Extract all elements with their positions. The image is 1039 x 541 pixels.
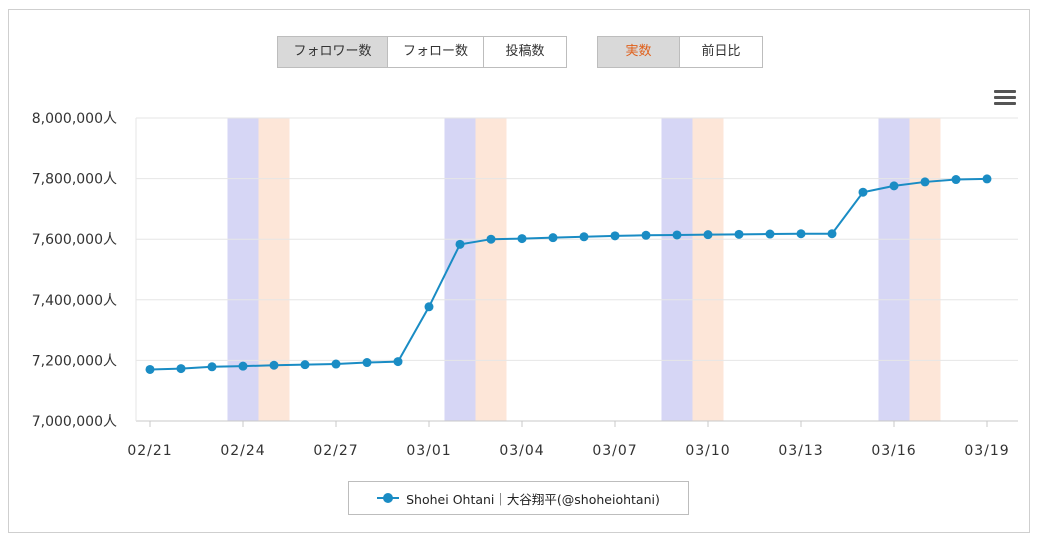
x-tick-label: 03/07 — [592, 443, 637, 459]
saturday-band — [227, 118, 259, 421]
legend[interactable]: Shohei Ohtani｜大谷翔平(@shoheiohtani) — [348, 481, 689, 515]
sunday-band — [909, 118, 941, 421]
x-tick-label: 02/27 — [313, 443, 358, 459]
data-point[interactable] — [486, 234, 496, 244]
legend-label: Shohei Ohtani｜大谷翔平(@shoheiohtani) — [406, 491, 660, 507]
data-point[interactable] — [672, 230, 682, 240]
x-tick-label: 03/19 — [964, 443, 1009, 459]
y-axis: 7,000,000人 7,200,000人 7,400,000人 7,600,000人… — [32, 111, 117, 430]
data-point[interactable] — [176, 364, 186, 374]
sunday-band — [692, 118, 724, 421]
data-point[interactable] — [362, 358, 372, 368]
x-tick-label: 03/10 — [685, 443, 730, 459]
data-point[interactable] — [765, 229, 775, 239]
x-tick-label: 02/24 — [220, 443, 265, 459]
data-point[interactable] — [982, 174, 992, 184]
saturday-band — [444, 118, 476, 421]
data-point[interactable] — [858, 187, 868, 197]
data-point[interactable] — [920, 177, 930, 187]
y-tick-label: 7,400,000人 — [32, 293, 117, 309]
data-point[interactable] — [951, 175, 961, 185]
data-point[interactable] — [393, 357, 403, 367]
y-tick-label: 7,200,000人 — [32, 353, 117, 369]
data-point[interactable] — [889, 181, 899, 191]
x-tick-label: 03/01 — [406, 443, 451, 459]
data-point[interactable] — [300, 360, 310, 370]
data-point[interactable] — [703, 230, 713, 240]
data-point[interactable] — [455, 239, 465, 249]
tab-actual[interactable]: 実数 — [598, 37, 680, 67]
data-point[interactable] — [641, 230, 651, 240]
tab-posts[interactable]: 投稿数 — [484, 37, 566, 67]
metric-tab-group: フォロワー数 フォロー数 投稿数 — [277, 36, 567, 68]
data-point[interactable] — [145, 364, 155, 374]
y-tick-label: 7,600,000人 — [32, 232, 117, 248]
mode-tab-group: 実数 前日比 — [597, 36, 763, 68]
data-point[interactable] — [734, 229, 744, 239]
data-point[interactable] — [796, 229, 806, 239]
data-point[interactable] — [610, 231, 620, 241]
data-point[interactable] — [207, 362, 217, 372]
data-point[interactable] — [269, 360, 279, 370]
weekend-bands — [227, 118, 941, 421]
grid-lines — [135, 117, 1018, 422]
series-line — [149, 177, 988, 371]
x-tick-label: 03/04 — [499, 443, 544, 459]
tab-following[interactable]: フォロー数 — [388, 37, 484, 67]
chart-container — [8, 9, 1030, 533]
x-tick-label: 03/13 — [778, 443, 823, 459]
y-tick-label: 7,000,000人 — [32, 414, 117, 430]
data-point[interactable] — [331, 359, 341, 369]
y-tick-label: 7,800,000人 — [32, 172, 117, 188]
legend-marker — [377, 493, 400, 503]
data-point[interactable] — [579, 232, 589, 242]
series-group — [145, 174, 992, 374]
hamburger-menu-icon[interactable] — [994, 90, 1016, 108]
y-tick-label: 8,000,000人 — [32, 111, 117, 127]
data-point[interactable] — [517, 234, 527, 244]
sunday-band — [475, 118, 507, 421]
tab-followers[interactable]: フォロワー数 — [278, 37, 388, 67]
data-point[interactable] — [238, 361, 248, 371]
x-tick-label: 03/16 — [871, 443, 916, 459]
data-point[interactable] — [827, 229, 837, 239]
x-axis: 02/21 02/24 02/27 03/01 03/04 03/07 03/10 03/13… — [127, 421, 1009, 459]
sunday-band — [258, 118, 290, 421]
saturday-band — [878, 118, 910, 421]
data-point[interactable] — [424, 302, 434, 312]
saturday-band — [661, 118, 693, 421]
tab-daily-change[interactable]: 前日比 — [680, 37, 762, 67]
data-point[interactable] — [548, 233, 558, 243]
x-tick-label: 02/21 — [127, 443, 172, 459]
